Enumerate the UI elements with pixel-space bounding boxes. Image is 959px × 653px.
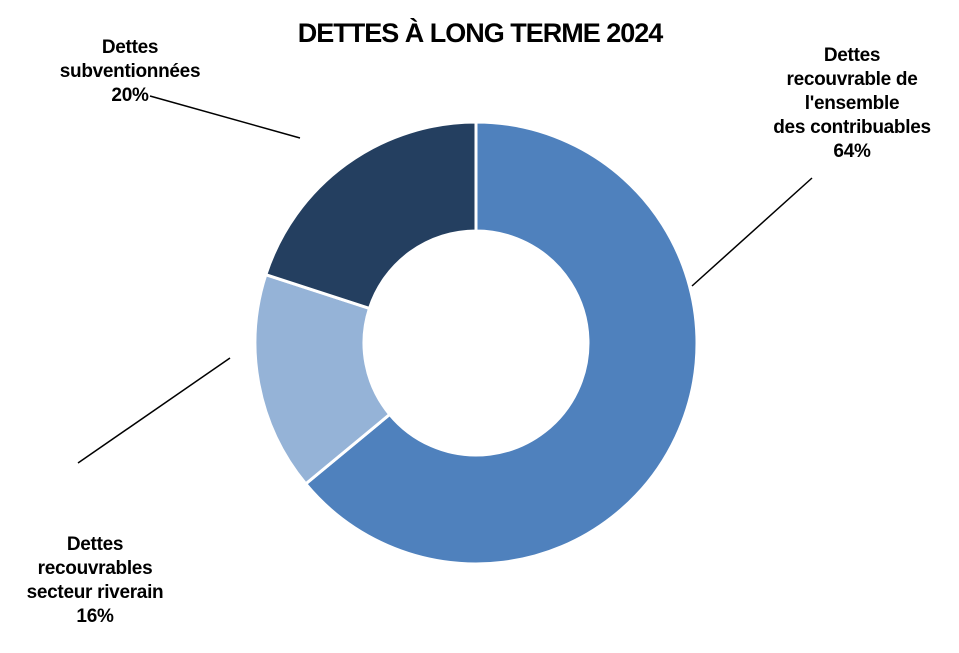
leader-line-riverain	[77, 357, 231, 464]
leader-line-contribuables	[691, 177, 813, 287]
slice-label-contribuables: Dettes recouvrable de l'ensemble des con…	[752, 20, 952, 188]
slice-value-riverain: 16%	[76, 606, 114, 627]
slice-label-riverain: Dettes recouvrables secteur riverain 16%	[10, 509, 180, 653]
slice-contribuables	[303, 120, 699, 566]
leader-line-subventionnees	[149, 95, 301, 139]
slice-riverain	[253, 272, 392, 486]
chart: DETTES À LONG TERME 2024 Dettes recouvra…	[27, 12, 952, 627]
chart-title: DETTES À LONG TERME 2024	[297, 18, 664, 48]
slice-label-subventionnees: Dettes subventionnées 20%	[30, 12, 230, 132]
donut-chart	[77, 95, 813, 566]
slice-value-subventionnees: 20%	[111, 85, 149, 106]
slice-subventionnees	[263, 120, 478, 311]
slice-value-contribuables: 64%	[833, 141, 871, 162]
